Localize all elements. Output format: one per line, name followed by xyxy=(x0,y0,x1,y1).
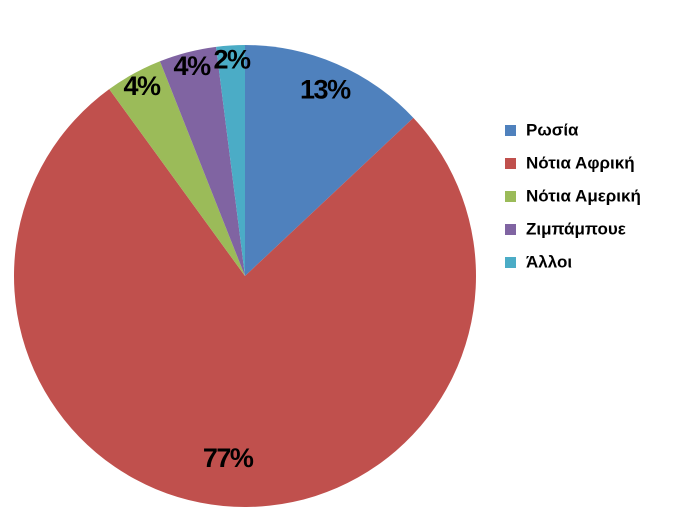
legend-swatch xyxy=(505,191,516,202)
data-label: 77% xyxy=(203,443,254,473)
legend-swatch xyxy=(505,257,516,268)
data-label: 4% xyxy=(123,71,161,101)
pie-slice xyxy=(216,45,245,276)
legend-label: Ζιμπάμπουε xyxy=(526,219,626,238)
legend-label: Άλλοι xyxy=(526,252,572,271)
legend-label: Νότια Αμερική xyxy=(526,186,641,205)
pie-slice xyxy=(109,61,245,276)
legend-swatch xyxy=(505,125,516,136)
pie-slice xyxy=(159,46,245,276)
data-label: 2% xyxy=(213,45,251,75)
legend-label: Νότια Αφρική xyxy=(526,153,635,172)
pie-slice xyxy=(245,45,414,276)
legend-swatch xyxy=(505,224,516,235)
legend-label: Ρωσία xyxy=(526,120,579,139)
data-label: 13% xyxy=(300,75,351,105)
data-label: 4% xyxy=(174,51,212,81)
legend-swatch xyxy=(505,158,516,169)
pie-slice xyxy=(14,89,476,508)
